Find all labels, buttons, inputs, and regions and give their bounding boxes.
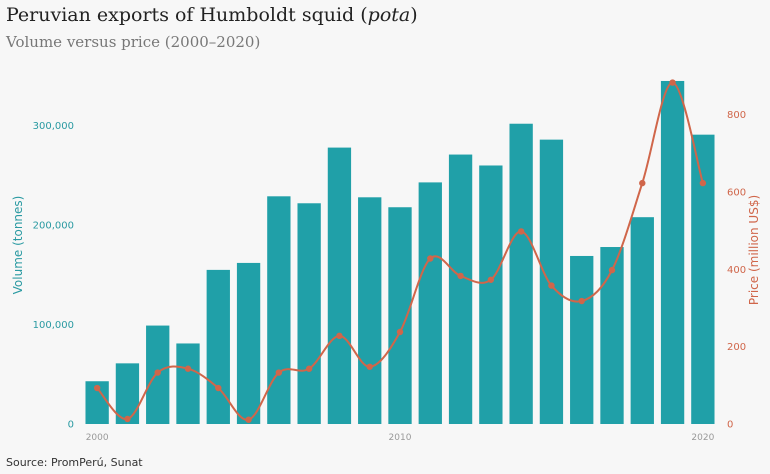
- volume-bar-2014: [509, 123, 533, 425]
- price-point-2014: [517, 228, 525, 235]
- volume-bar-2005: [236, 262, 261, 424]
- title-end: ): [410, 4, 418, 26]
- source-note: Source: PromPerú, Sunat: [6, 456, 143, 469]
- price-point-2016: [578, 297, 585, 305]
- price-point-2002: [154, 369, 161, 376]
- price-point-2008: [336, 332, 343, 340]
- volume-bar-2015: [539, 139, 564, 425]
- volume-bar-2006: [267, 196, 291, 424]
- price-point-2005: [245, 416, 252, 423]
- volume-bar-2008: [327, 147, 352, 425]
- price-point-2009: [366, 363, 373, 370]
- price-point-2000: [93, 384, 101, 392]
- price-point-2018: [639, 179, 646, 187]
- y-tick-label: 200,000: [33, 221, 74, 232]
- chart-title: Peruvian exports of Humboldt squid (pota…: [6, 4, 418, 26]
- price-point-2017: [608, 266, 616, 274]
- y-tick-label: 100,000: [33, 320, 74, 331]
- title-main: Peruvian exports of Humboldt squid (: [6, 4, 368, 26]
- volume-bar-2009: [358, 197, 382, 424]
- volume-bar-2001: [115, 363, 140, 424]
- price-line: [93, 79, 707, 423]
- y-axis-label: Volume (tonnes): [11, 196, 25, 295]
- x-tick-label: 2020: [691, 433, 714, 443]
- y2-tick-label: 600: [727, 188, 746, 199]
- price-point-2015: [548, 282, 555, 289]
- price-point-2019: [669, 79, 676, 86]
- price-point-2003: [184, 365, 192, 372]
- x-tick-label: 2010: [389, 433, 412, 443]
- chart-axes: 0 100,000 200,000 300,000 0 200 400 600 800 2000 2…: [11, 110, 761, 443]
- y2-tick-label: 400: [727, 265, 746, 276]
- volume-bar-2017: [600, 247, 624, 424]
- volume-bar-2007: [297, 203, 321, 424]
- volume-bar-2003: [176, 343, 200, 424]
- volume-bar-2016: [570, 255, 594, 424]
- price-point-2013: [487, 276, 495, 283]
- x-tick-label: 2000: [86, 433, 109, 443]
- price-point-2011: [427, 255, 434, 262]
- title-italic: pota: [367, 4, 411, 26]
- price-point-2006: [275, 369, 283, 376]
- price-point-2007: [305, 365, 313, 372]
- volume-bar-2012: [448, 154, 473, 424]
- volume-bar-2011: [418, 182, 442, 424]
- volume-bar-2019: [660, 80, 685, 424]
- price-point-2004: [215, 384, 222, 392]
- y-tick-label: 0: [68, 420, 74, 431]
- price-point-2020: [699, 179, 707, 187]
- price-line-path: [96, 81, 704, 421]
- volume-bar-2000: [85, 381, 109, 424]
- y2-axis-label: Price (million US$): [747, 195, 761, 305]
- price-point-2012: [457, 272, 464, 280]
- chart-subtitle: Volume versus price (2000–2020): [6, 33, 261, 51]
- y-tick-label: 300,000: [33, 121, 74, 132]
- price-point-2001: [124, 415, 131, 423]
- volume-bar-2020: [691, 134, 715, 425]
- volume-bar-2010: [388, 207, 412, 424]
- y2-tick-label: 800: [727, 110, 746, 121]
- volume-bars: [85, 80, 715, 425]
- volume-bar-2004: [206, 269, 230, 424]
- volume-bar-2018: [630, 217, 654, 424]
- volume-bar-2013: [479, 165, 503, 424]
- price-point-2010: [396, 328, 404, 336]
- y2-tick-label: 200: [727, 342, 746, 353]
- y2-tick-label: 0: [727, 420, 733, 431]
